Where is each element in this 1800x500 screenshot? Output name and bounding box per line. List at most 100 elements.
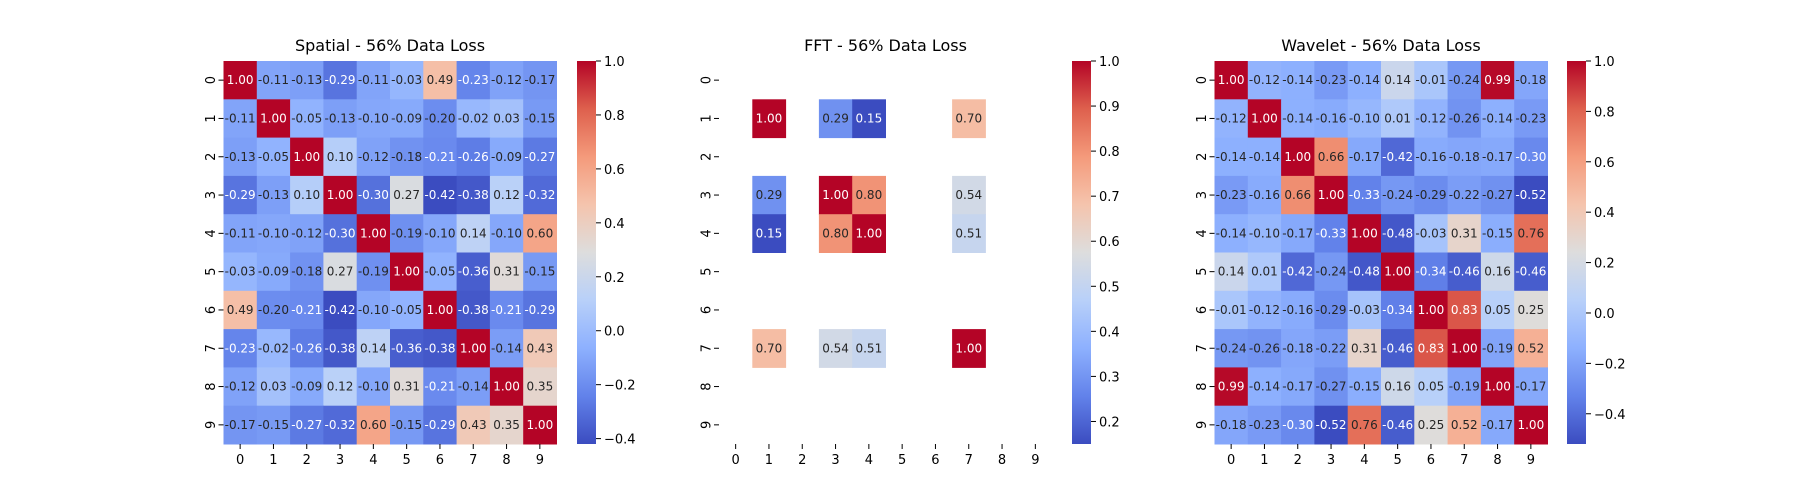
- heatmap-cell: [1247, 290, 1282, 330]
- heatmap-cell: [1247, 214, 1282, 253]
- cell-value-label: -0.10: [1349, 111, 1380, 125]
- cell-value-label: -0.38: [424, 341, 455, 355]
- cell-value-label: -0.26: [291, 341, 322, 355]
- heatmap-cell: [390, 214, 424, 253]
- heatmap-cell: [1281, 367, 1315, 407]
- cell-value-label: -0.14: [1282, 111, 1313, 125]
- cell-value-label: 0.25: [1418, 418, 1445, 432]
- heatmap-cell: [1514, 252, 1548, 292]
- heatmap-cell: [1414, 175, 1449, 215]
- heatmap-cell: [1314, 61, 1349, 100]
- heatmap-cell: [1514, 405, 1548, 445]
- cell-value-label: 1.00: [1251, 111, 1278, 125]
- cell-value-label: -0.38: [325, 341, 356, 355]
- heatmap-cell: [390, 367, 424, 407]
- heatmap-cell: [1247, 137, 1282, 177]
- heatmap-cell: [290, 214, 324, 253]
- heatmap-cell: [952, 329, 986, 368]
- heatmap-cell: [1414, 290, 1449, 330]
- colorbar-tick-label: 0.4: [1099, 325, 1120, 340]
- heatmap-cell: [223, 137, 258, 177]
- cell-value-label: -0.10: [358, 111, 389, 125]
- cell-value-label: 0.66: [1318, 150, 1345, 164]
- cell-value-label: -0.30: [1515, 150, 1546, 164]
- cell-value-label: 0.60: [526, 226, 553, 240]
- cell-value-label: -0.14: [1282, 73, 1313, 87]
- cell-value-label: 1.00: [1517, 418, 1544, 432]
- heatmap-cell: [523, 137, 557, 177]
- cell-value-label: -0.26: [458, 150, 489, 164]
- heatmap-cell: [323, 61, 358, 100]
- heatmap-cell: [323, 405, 358, 445]
- heatmap-cell: [223, 175, 258, 215]
- heatmap-cell: [1480, 405, 1515, 445]
- heatmap-cell: [752, 99, 787, 139]
- y-tick-label: 5: [700, 268, 715, 276]
- cell-value-label: -0.30: [325, 226, 356, 240]
- heatmap-cell: [1314, 290, 1349, 330]
- cell-value-label: 0.14: [1218, 265, 1245, 279]
- heatmap-cell: [1381, 214, 1415, 253]
- colorbar-tick-label: 0.2: [604, 271, 625, 286]
- cell-value-label: -0.52: [1316, 418, 1347, 432]
- y-tick-label: 2: [1195, 153, 1210, 161]
- chart-title: Spatial - 56% Data Loss: [295, 36, 485, 55]
- heatmap-cell: [818, 99, 853, 139]
- heatmap-cell: [323, 99, 358, 139]
- cell-value-label: 0.12: [493, 188, 520, 202]
- x-tick-label: 0: [236, 453, 244, 468]
- cell-value-label: -0.23: [458, 73, 489, 87]
- cell-value-label: -0.42: [1382, 150, 1413, 164]
- cell-value-label: 0.43: [526, 341, 553, 355]
- heatmap-cell: [1214, 290, 1249, 330]
- heatmap-cell: [1214, 61, 1249, 100]
- cell-value-label: 0.15: [855, 111, 882, 125]
- colorbar-tick-label: 0.2: [1099, 415, 1120, 430]
- heatmap-cell: [456, 252, 491, 292]
- heatmap-cell: [456, 290, 491, 330]
- y-tick-label: 8: [700, 382, 715, 390]
- heatmap-cell: [1314, 214, 1349, 253]
- heatmap-cell: [489, 214, 524, 253]
- cell-value-label: -0.12: [1415, 111, 1446, 125]
- heatmap-cell: [1514, 99, 1548, 139]
- heatmap-cell: [290, 290, 324, 330]
- cell-value-label: 0.43: [460, 418, 487, 432]
- colorbar-tick-label: 0.6: [1594, 156, 1615, 171]
- heatmap-cell: [523, 214, 557, 253]
- heatmap-cell: [223, 405, 258, 445]
- cell-value-label: -0.15: [1482, 226, 1513, 240]
- colorbar-tick-label: 0.0: [604, 325, 625, 340]
- heatmap-cell: [1480, 61, 1515, 100]
- heatmap-cell: [1514, 61, 1548, 100]
- cell-value-label: -0.10: [1249, 226, 1280, 240]
- y-tick-label: 0: [1195, 76, 1210, 84]
- x-tick-label: 1: [765, 453, 773, 468]
- y-tick-label: 8: [204, 382, 219, 390]
- heatmap-cell: [1447, 137, 1482, 177]
- cell-value-label: -0.03: [225, 265, 256, 279]
- cell-value-label: -0.34: [1415, 265, 1446, 279]
- heatmap-cell: [223, 329, 258, 368]
- cell-value-label: 0.76: [1517, 226, 1544, 240]
- heatmap-cell: [290, 329, 324, 368]
- x-tick-label: 1: [269, 453, 277, 468]
- cell-value-label: -0.17: [1482, 150, 1513, 164]
- heatmap-cell: [323, 214, 358, 253]
- heatmap-cell: [523, 99, 557, 139]
- cell-value-label: 1.00: [1351, 226, 1378, 240]
- heatmap-cell: [489, 405, 524, 445]
- heatmap-cell: [1281, 137, 1315, 177]
- y-tick-label: 4: [204, 229, 219, 237]
- y-tick-label: 3: [700, 191, 715, 199]
- cell-value-label: -0.27: [1482, 188, 1513, 202]
- cell-value-label: -0.19: [391, 226, 422, 240]
- cell-value-label: 0.15: [756, 226, 783, 240]
- y-tick-label: 9: [700, 421, 715, 429]
- cell-value-label: 0.49: [427, 73, 454, 87]
- heatmap-cell: [1447, 405, 1482, 445]
- heatmap-cell: [256, 329, 291, 368]
- heatmap-cell: [1381, 99, 1415, 139]
